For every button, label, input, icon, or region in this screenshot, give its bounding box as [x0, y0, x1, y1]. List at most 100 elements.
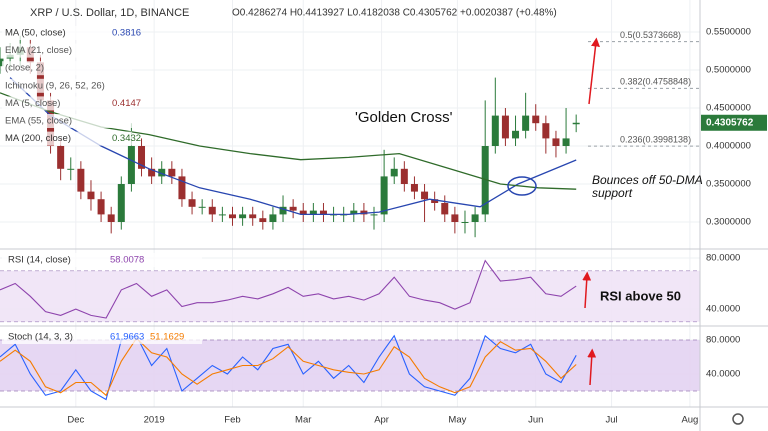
legend-value: 61.9663: [110, 332, 144, 343]
candle-body: [562, 138, 570, 147]
candle-body: [350, 210, 358, 215]
candle-body: [228, 214, 236, 219]
y-tick-label: 80.0000: [706, 253, 740, 264]
legend-label: EMA (55, close): [5, 116, 72, 127]
candle-body: [168, 168, 176, 177]
arrow: [582, 271, 592, 309]
legend-bg: [2, 131, 132, 146]
candle-body: [289, 206, 297, 211]
price-tag: [701, 114, 767, 131]
fib-label: 0.5(0.5373668): [620, 30, 681, 40]
legend-label: MA (5, close): [5, 98, 60, 109]
candle-body: [522, 115, 530, 131]
annotation: support: [592, 186, 633, 200]
candle-body: [542, 123, 550, 139]
band: [0, 340, 700, 392]
x-tick-label: May: [448, 415, 466, 426]
y-tick-label: 0.4500000: [706, 103, 751, 114]
annotation: RSI above 50: [600, 288, 681, 303]
legend-value: 51.1629: [150, 332, 184, 343]
y-tick-label: 40.0000: [706, 304, 740, 315]
y-tick-label: 0.5500000: [706, 27, 751, 38]
candle-body: [279, 206, 287, 215]
legend-bg: [2, 78, 132, 93]
candle-body: [319, 210, 327, 215]
annotation: 'Golden Cross': [355, 109, 453, 126]
candle-body: [249, 214, 257, 219]
candle-body: [461, 222, 469, 224]
candle-body: [188, 199, 196, 207]
indicator-line: [0, 259, 577, 319]
candle-body: [87, 191, 95, 200]
legend-value: 0.4147: [112, 98, 141, 109]
candle-body: [57, 146, 65, 169]
x-tick-label: Mar: [295, 415, 311, 426]
candle-body: [208, 206, 216, 215]
legend-label: MA (50, close): [5, 28, 66, 39]
arrow: [588, 37, 600, 105]
legend-value: 0.3816: [112, 28, 141, 39]
candle-body: [138, 146, 146, 169]
candle-body: [148, 168, 156, 177]
x-tick-label: 2019: [144, 415, 165, 426]
indicator-line: [0, 334, 577, 401]
candle-body: [269, 214, 277, 223]
legend-label: (close, 2): [5, 63, 44, 74]
candle-body: [532, 115, 540, 124]
legend-bg: [2, 114, 132, 128]
candle-body: [471, 214, 479, 223]
y-tick-label: 0.5000000: [706, 65, 751, 76]
candle-body: [77, 168, 85, 192]
candle-body: [309, 210, 317, 215]
arrow: [587, 348, 597, 386]
candle-body: [451, 214, 459, 223]
fib-label: 0.236(0.3998138): [620, 135, 691, 145]
annotation: Bounces off 50-DMA: [592, 173, 703, 187]
candle-body: [239, 214, 247, 219]
x-tick-label: Apr: [374, 415, 389, 426]
legend-bg: [2, 96, 132, 111]
candle-body: [67, 168, 75, 170]
candle-body: [117, 184, 125, 223]
candle-body: [512, 130, 520, 139]
labels: 0.5500000 0.5000000 0.4500000 0.4000000 0.35…: [2, 26, 767, 426]
candle-body: [410, 184, 418, 192]
y-tick-label: 0.3000000: [706, 217, 751, 228]
candle-body: [481, 146, 489, 215]
x-tick-label: Dec: [67, 415, 84, 426]
candle-body: [431, 199, 439, 204]
legend-bg: [2, 26, 132, 40]
x-tick-label: Feb: [224, 415, 240, 426]
candle-body: [178, 176, 186, 200]
candle-body: [0, 58, 4, 67]
settings-icon[interactable]: [732, 413, 744, 425]
candle-body: [259, 218, 267, 223]
legend-value: 0.3432: [112, 133, 141, 144]
candle-body: [380, 176, 388, 215]
candle-body: [501, 115, 509, 139]
x-tick-label: Jun: [528, 415, 543, 426]
x-tick-label: Jul: [605, 415, 617, 426]
legend-bg: [2, 330, 202, 344]
candle-body: [491, 115, 499, 147]
indicator-line: [0, 337, 577, 397]
legend-label: Stoch (14, 3, 3): [8, 332, 73, 343]
candle-body: [218, 214, 226, 216]
candle-body: [370, 214, 378, 216]
candle-body: [97, 199, 105, 215]
legend-bg: [2, 43, 132, 58]
candle-body: [421, 191, 429, 200]
candle-body: [299, 210, 307, 215]
candle-body: [127, 146, 135, 185]
y-tick-label: 80.0000: [706, 335, 740, 346]
legend-label: Ichimoku (9, 26, 52, 26): [5, 80, 105, 91]
legend-label: RSI (14, close): [8, 255, 71, 266]
price-tag-label: 0.4305762: [706, 117, 754, 128]
symbol-title: XRP / U.S. Dollar, 1D, BINANCE: [30, 7, 189, 19]
candle-body: [390, 168, 398, 177]
legend-bg: [2, 61, 132, 76]
legend-bg: [2, 253, 202, 267]
candle-body: [400, 168, 408, 185]
candle-body: [441, 203, 449, 215]
